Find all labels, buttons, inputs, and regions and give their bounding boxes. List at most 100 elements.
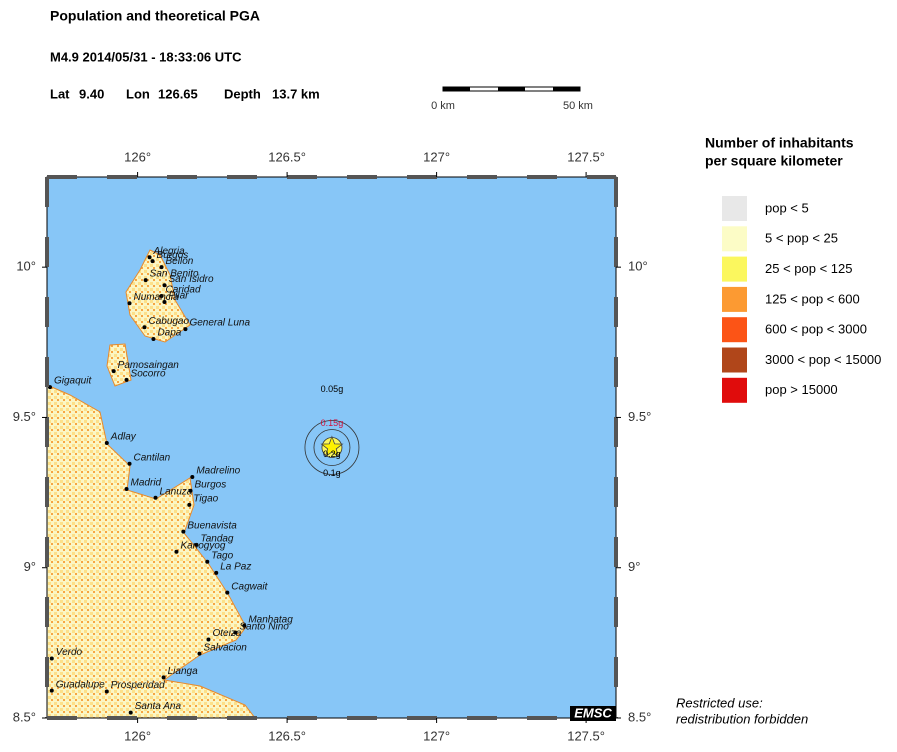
town-dot [161,675,166,680]
land [46,249,257,719]
town-dot [183,327,188,332]
logo-text: EMSC [574,705,612,720]
lat: 9.40 [79,86,104,101]
town-label: Dapa [157,328,181,339]
epicenter [320,435,344,458]
legend-title: per square kilometer [705,153,843,169]
town-dot [162,283,167,288]
lat-tick-label: 9° [628,559,640,574]
town-dot [181,529,186,534]
town-label: Verdo [56,647,83,658]
town-dot [49,688,54,693]
lon-tick-label: 126° [124,728,151,743]
town-label: Tago [211,550,233,561]
legend-swatch [722,256,747,282]
town-dot [150,259,155,264]
town-label: Cantilan [134,452,171,463]
town-dot [187,502,192,507]
legend-swatch [722,196,747,221]
town-label: Tandag [201,534,234,545]
town-label: Adlay [110,432,137,443]
lon-tick-label: 127° [423,149,450,164]
town-label: Pilar [169,291,190,302]
town-label: Cabugao [148,316,189,327]
town-label: La Paz [220,561,251,572]
town-dot [206,637,211,642]
town-label: Burgos [157,250,189,261]
scale-end: 50 km [563,100,593,112]
town-dot [162,300,167,305]
town-dot [159,294,164,299]
town-label: San Benito [150,269,199,280]
town-dot [124,486,129,491]
lon-tick-label: 126.5° [268,149,306,164]
lat-tick-label: 10° [16,259,36,274]
town-dot [104,689,109,694]
legend-swatch [722,226,747,252]
legend-label: pop < 5 [765,200,809,215]
town-dot [151,336,156,341]
pga-label: 0.1g [323,468,341,478]
town-label: Burgos [195,479,227,490]
legend-label: 125 < pop < 600 [765,291,860,306]
town-dot [242,623,247,628]
pga-contour [304,420,360,475]
town-dot [124,377,129,382]
depth-label: Depth [224,86,261,101]
town-label: Socorro [131,369,166,380]
legend-title: Number of inhabitants [705,135,854,151]
legend-label: pop > 15000 [765,382,838,397]
town-label: San Isidro [169,274,214,285]
town-dot [214,570,219,575]
town-label: Bellon [166,256,194,267]
town-dot [111,369,116,374]
town-label: Santa Ana [135,701,182,712]
lat-tick-label: 10° [628,259,648,274]
event: M4.9 2014/05/31 - 18:33:06 UTC [50,49,242,64]
lon-tick-label: 126° [124,149,151,164]
town-dot [188,488,193,493]
town-label: Tigao [193,494,218,505]
town-dot [190,474,195,479]
pga-label: 0.2g [323,449,341,459]
lon-tick-label: 126.5° [268,728,306,743]
note: Restricted use: [676,695,763,710]
scale-start: 0 km [431,100,455,112]
emsc-logo: EMSC [570,705,616,721]
lat-tick-label: 9° [24,559,36,574]
town-dot [205,559,210,564]
location: Lat 9.40 Lon 126.65 Depth 13.7 km [50,86,320,101]
lon-label: Lon [126,86,150,101]
town-label: Caridad [166,285,201,296]
legend-label: 25 < pop < 125 [765,261,852,276]
town-label: Lianga [168,666,198,677]
lat-tick-label: 9.5° [13,409,36,424]
lon-tick-label: 127° [423,728,450,743]
lat-label: Lat [50,86,70,101]
title: Population and theoretical PGA [50,8,260,24]
scale-bar: 0 km 50 km [431,86,593,112]
town-dot [174,549,179,554]
town-dot [197,651,202,656]
town-dot [159,265,164,270]
town-dot [127,461,132,466]
town-dot [153,495,158,500]
town-label: Gigaquit [54,376,92,387]
legend-swatch [722,286,747,312]
town-label: Santo Nino [239,621,289,632]
legend-swatch [722,347,747,373]
legend-label: 5 < pop < 25 [765,231,838,246]
town-dot [225,590,230,595]
town-label: Madrelino [196,466,240,477]
town-dot [194,542,199,547]
town-label: Manhatag [248,614,293,625]
town-label: Kanogyog [180,540,225,551]
town-dot [147,255,152,260]
town-dot [49,656,54,661]
lat-tick-label: 9.5° [628,409,651,424]
town-label: Madrid [131,478,162,489]
town-label: Salvacion [203,642,247,653]
legend-swatch [722,377,747,403]
pga-label: 0.15g [321,418,344,428]
